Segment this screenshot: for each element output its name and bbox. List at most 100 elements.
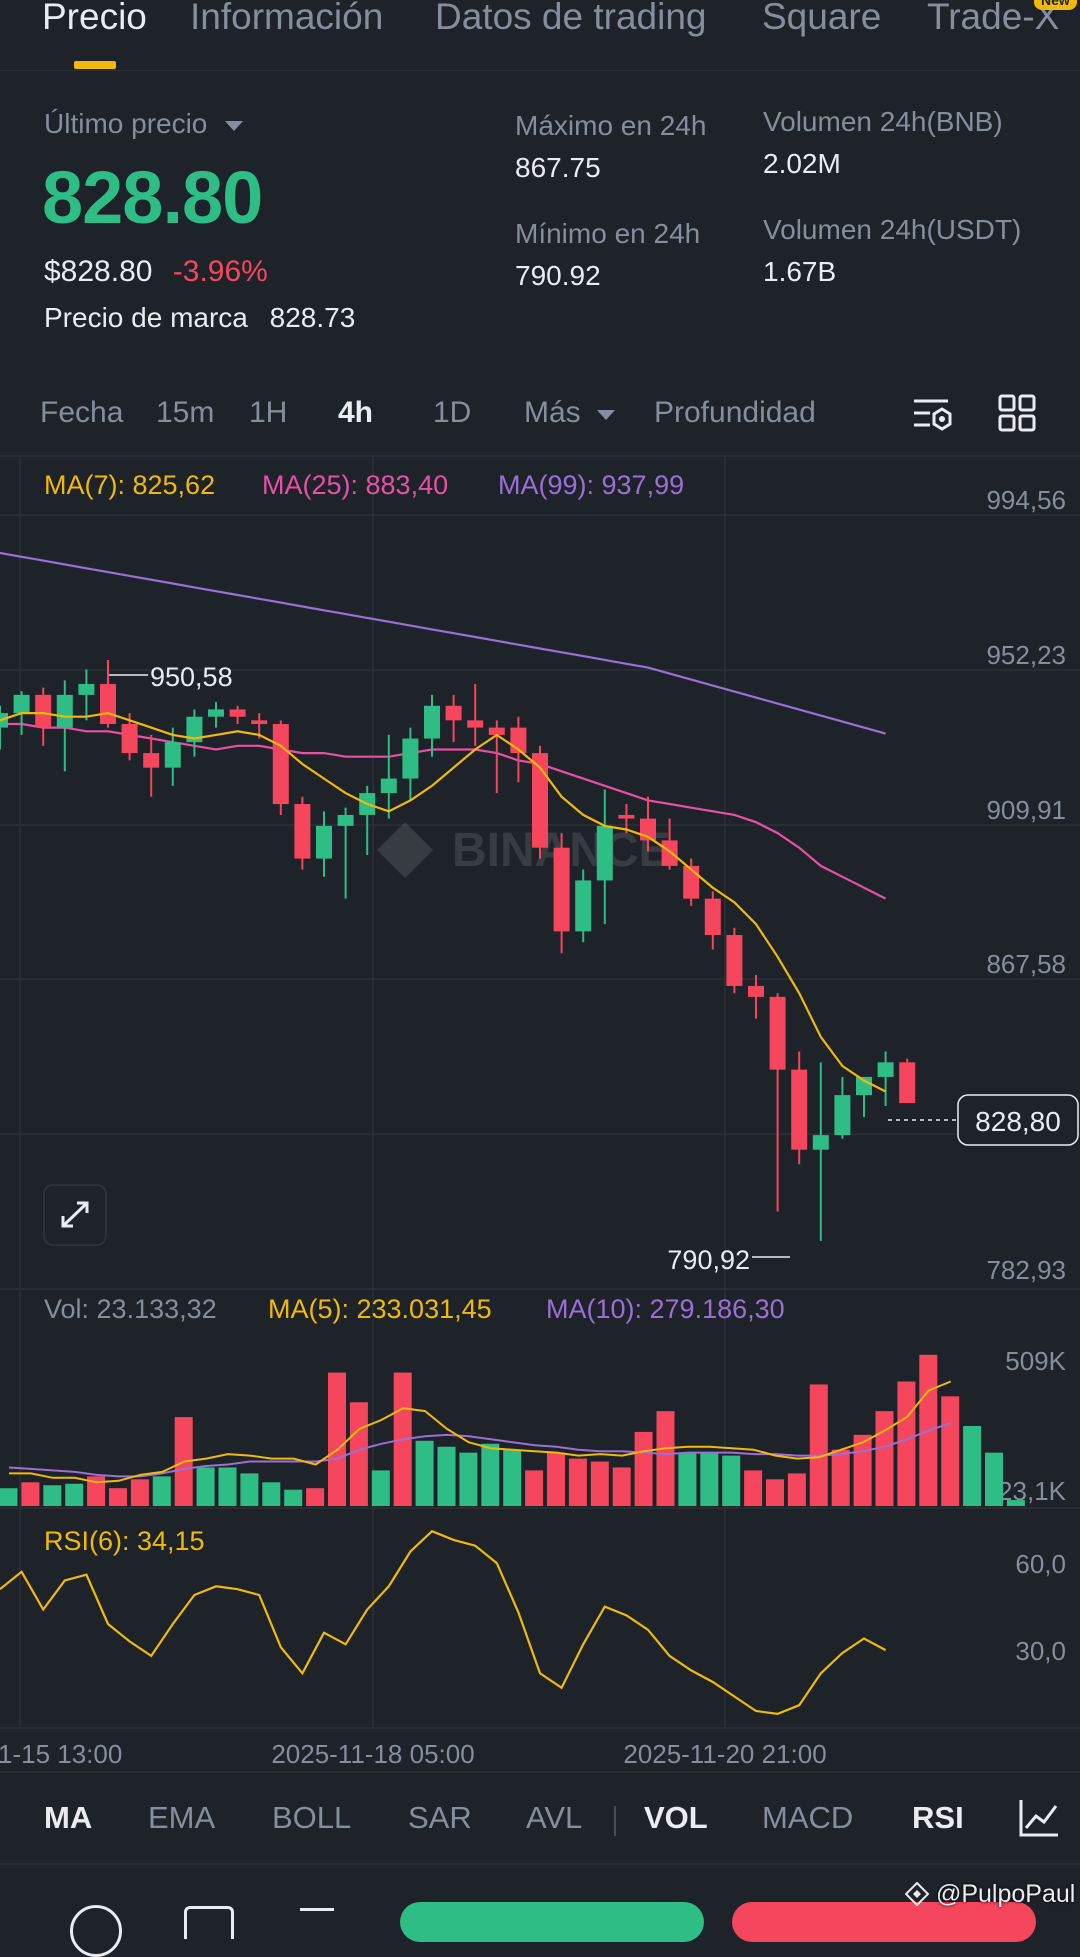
- vol-ma10-legend: MA(10): 279.186,30: [546, 1294, 785, 1324]
- indicator-boll[interactable]: BOLL: [272, 1800, 352, 1835]
- candle-body: [877, 1062, 894, 1077]
- volume-usdt-label: Volumen 24h(USDT): [763, 214, 1022, 245]
- timeframe-4h[interactable]: 4h: [338, 396, 374, 429]
- indicator-sar[interactable]: SAR: [408, 1800, 472, 1835]
- volume-bar: [262, 1482, 281, 1506]
- high-24h-label: Máximo en 24h: [515, 110, 707, 141]
- candle-body: [251, 720, 268, 724]
- bottom-action-icon[interactable]: [184, 1906, 234, 1939]
- ma99-legend: MA(99): 937,99: [498, 470, 684, 500]
- caret-down-icon: [225, 121, 244, 131]
- high-24h-value: 867.75: [515, 152, 601, 183]
- timeframe-mas-label: Más: [524, 396, 581, 429]
- volume-bar: [678, 1452, 697, 1506]
- tab-informacion[interactable]: Información: [190, 0, 384, 37]
- indicator-ma[interactable]: MA: [44, 1800, 93, 1835]
- price-change: -3.96%: [172, 255, 268, 288]
- y-tick-label: 867,58: [986, 949, 1066, 979]
- rsi-legend: RSI(6): 34,15: [44, 1526, 205, 1556]
- candle-body: [488, 727, 505, 735]
- low-marker: 790,92: [667, 1245, 750, 1275]
- volume-bar: [525, 1470, 544, 1506]
- indicator-vol[interactable]: VOL: [644, 1800, 708, 1835]
- last-price-dropdown[interactable]: Último precio: [44, 108, 245, 140]
- volume-bar: [65, 1483, 84, 1506]
- volume-bar: [897, 1381, 916, 1506]
- chart-grid: [0, 455, 1080, 1865]
- volume-bar: [130, 1479, 149, 1506]
- tab-precio[interactable]: Precio: [42, 0, 147, 37]
- vol-ma5-legend: MA(5): 233.031,45: [268, 1294, 492, 1324]
- x-tick-label: 2025-11-18 05:00: [271, 1739, 474, 1769]
- y-tick-label: 909,91: [986, 795, 1066, 825]
- candle-body: [380, 778, 397, 794]
- chart-settings-icon[interactable]: [910, 395, 954, 435]
- indicator-divider: [614, 1806, 616, 1836]
- bottom-action-icon[interactable]: [70, 1905, 122, 1957]
- candle-body: [78, 683, 95, 695]
- candle-body: [35, 694, 52, 728]
- indicator-avl[interactable]: AVL: [526, 1800, 583, 1835]
- expand-button[interactable]: [43, 1184, 107, 1246]
- volume-bar: [941, 1396, 960, 1506]
- high-marker: 950,58: [150, 662, 233, 692]
- candle-body: [553, 847, 570, 932]
- volume-bar: [437, 1446, 456, 1506]
- vol-legend: Vol: 23.133,32: [44, 1294, 217, 1324]
- volume-bar: [612, 1467, 631, 1506]
- volume-bar: [196, 1467, 215, 1506]
- rsi-y-tick: 60,0: [1015, 1549, 1066, 1579]
- binance-logo-icon: [377, 822, 433, 878]
- timeframe-fecha[interactable]: Fecha: [40, 396, 124, 429]
- bottom-action-icon[interactable]: [300, 1908, 334, 1925]
- usd-price-row: $828.80 -3.96%: [44, 255, 268, 289]
- buy-button[interactable]: [400, 1902, 704, 1942]
- candle-body: [13, 694, 30, 714]
- candle-body: [208, 709, 224, 717]
- volume-bar: [306, 1488, 325, 1506]
- volume-bar: [963, 1425, 982, 1506]
- binance-small-icon: [904, 1881, 930, 1907]
- candle-body: [618, 814, 635, 819]
- volume-ma10-line: [8, 1422, 952, 1478]
- volume-bar: [284, 1489, 303, 1506]
- volume-bar: [21, 1482, 40, 1506]
- candle-body: [467, 720, 484, 728]
- tab-datos-trading[interactable]: Datos de trading: [435, 0, 707, 37]
- indicator-ema[interactable]: EMA: [148, 1800, 216, 1835]
- indicator-macd[interactable]: MACD: [762, 1800, 854, 1835]
- volume-bar: [152, 1476, 171, 1506]
- volume-bar: [415, 1440, 434, 1506]
- timeframe-15m[interactable]: 15m: [156, 396, 215, 429]
- mark-price-row: Precio de marca 828.73: [44, 302, 355, 334]
- tab-square[interactable]: Square: [762, 0, 882, 37]
- ma99-line: [0, 551, 886, 735]
- indicator-rsi[interactable]: RSI: [912, 1800, 964, 1835]
- volume-bar: [87, 1476, 106, 1506]
- volume-bar: [590, 1461, 609, 1506]
- volume-bar: [328, 1372, 346, 1506]
- candle-body: [596, 825, 613, 881]
- volume-bar: [459, 1452, 478, 1506]
- indicator-chart-icon[interactable]: [1018, 1798, 1060, 1838]
- timeframe-1d[interactable]: 1D: [433, 396, 472, 429]
- timeframe-1h[interactable]: 1H: [249, 396, 288, 429]
- x-tick-label: 1-15 13:00: [0, 1739, 122, 1769]
- x-tick-label: 2025-11-20 21:00: [623, 1739, 826, 1769]
- candle-body: [294, 804, 311, 859]
- candle-body: [661, 840, 678, 866]
- grid-layout-icon[interactable]: [997, 393, 1037, 433]
- timeframe-profundidad[interactable]: Profundidad: [654, 396, 816, 429]
- candle-body: [402, 738, 419, 779]
- mark-price: 828.73: [269, 302, 356, 333]
- candle-body: [834, 1095, 851, 1136]
- candle-body: [769, 996, 786, 1070]
- timeframe-mas[interactable]: Más: [524, 396, 617, 430]
- volume-bar: [1006, 1500, 1025, 1506]
- volume-bar: [875, 1411, 894, 1506]
- volume-bar: [766, 1479, 784, 1506]
- candle-body: [899, 1062, 916, 1104]
- volume-bar: [481, 1443, 500, 1506]
- volume-ma5-line: [9, 1380, 952, 1484]
